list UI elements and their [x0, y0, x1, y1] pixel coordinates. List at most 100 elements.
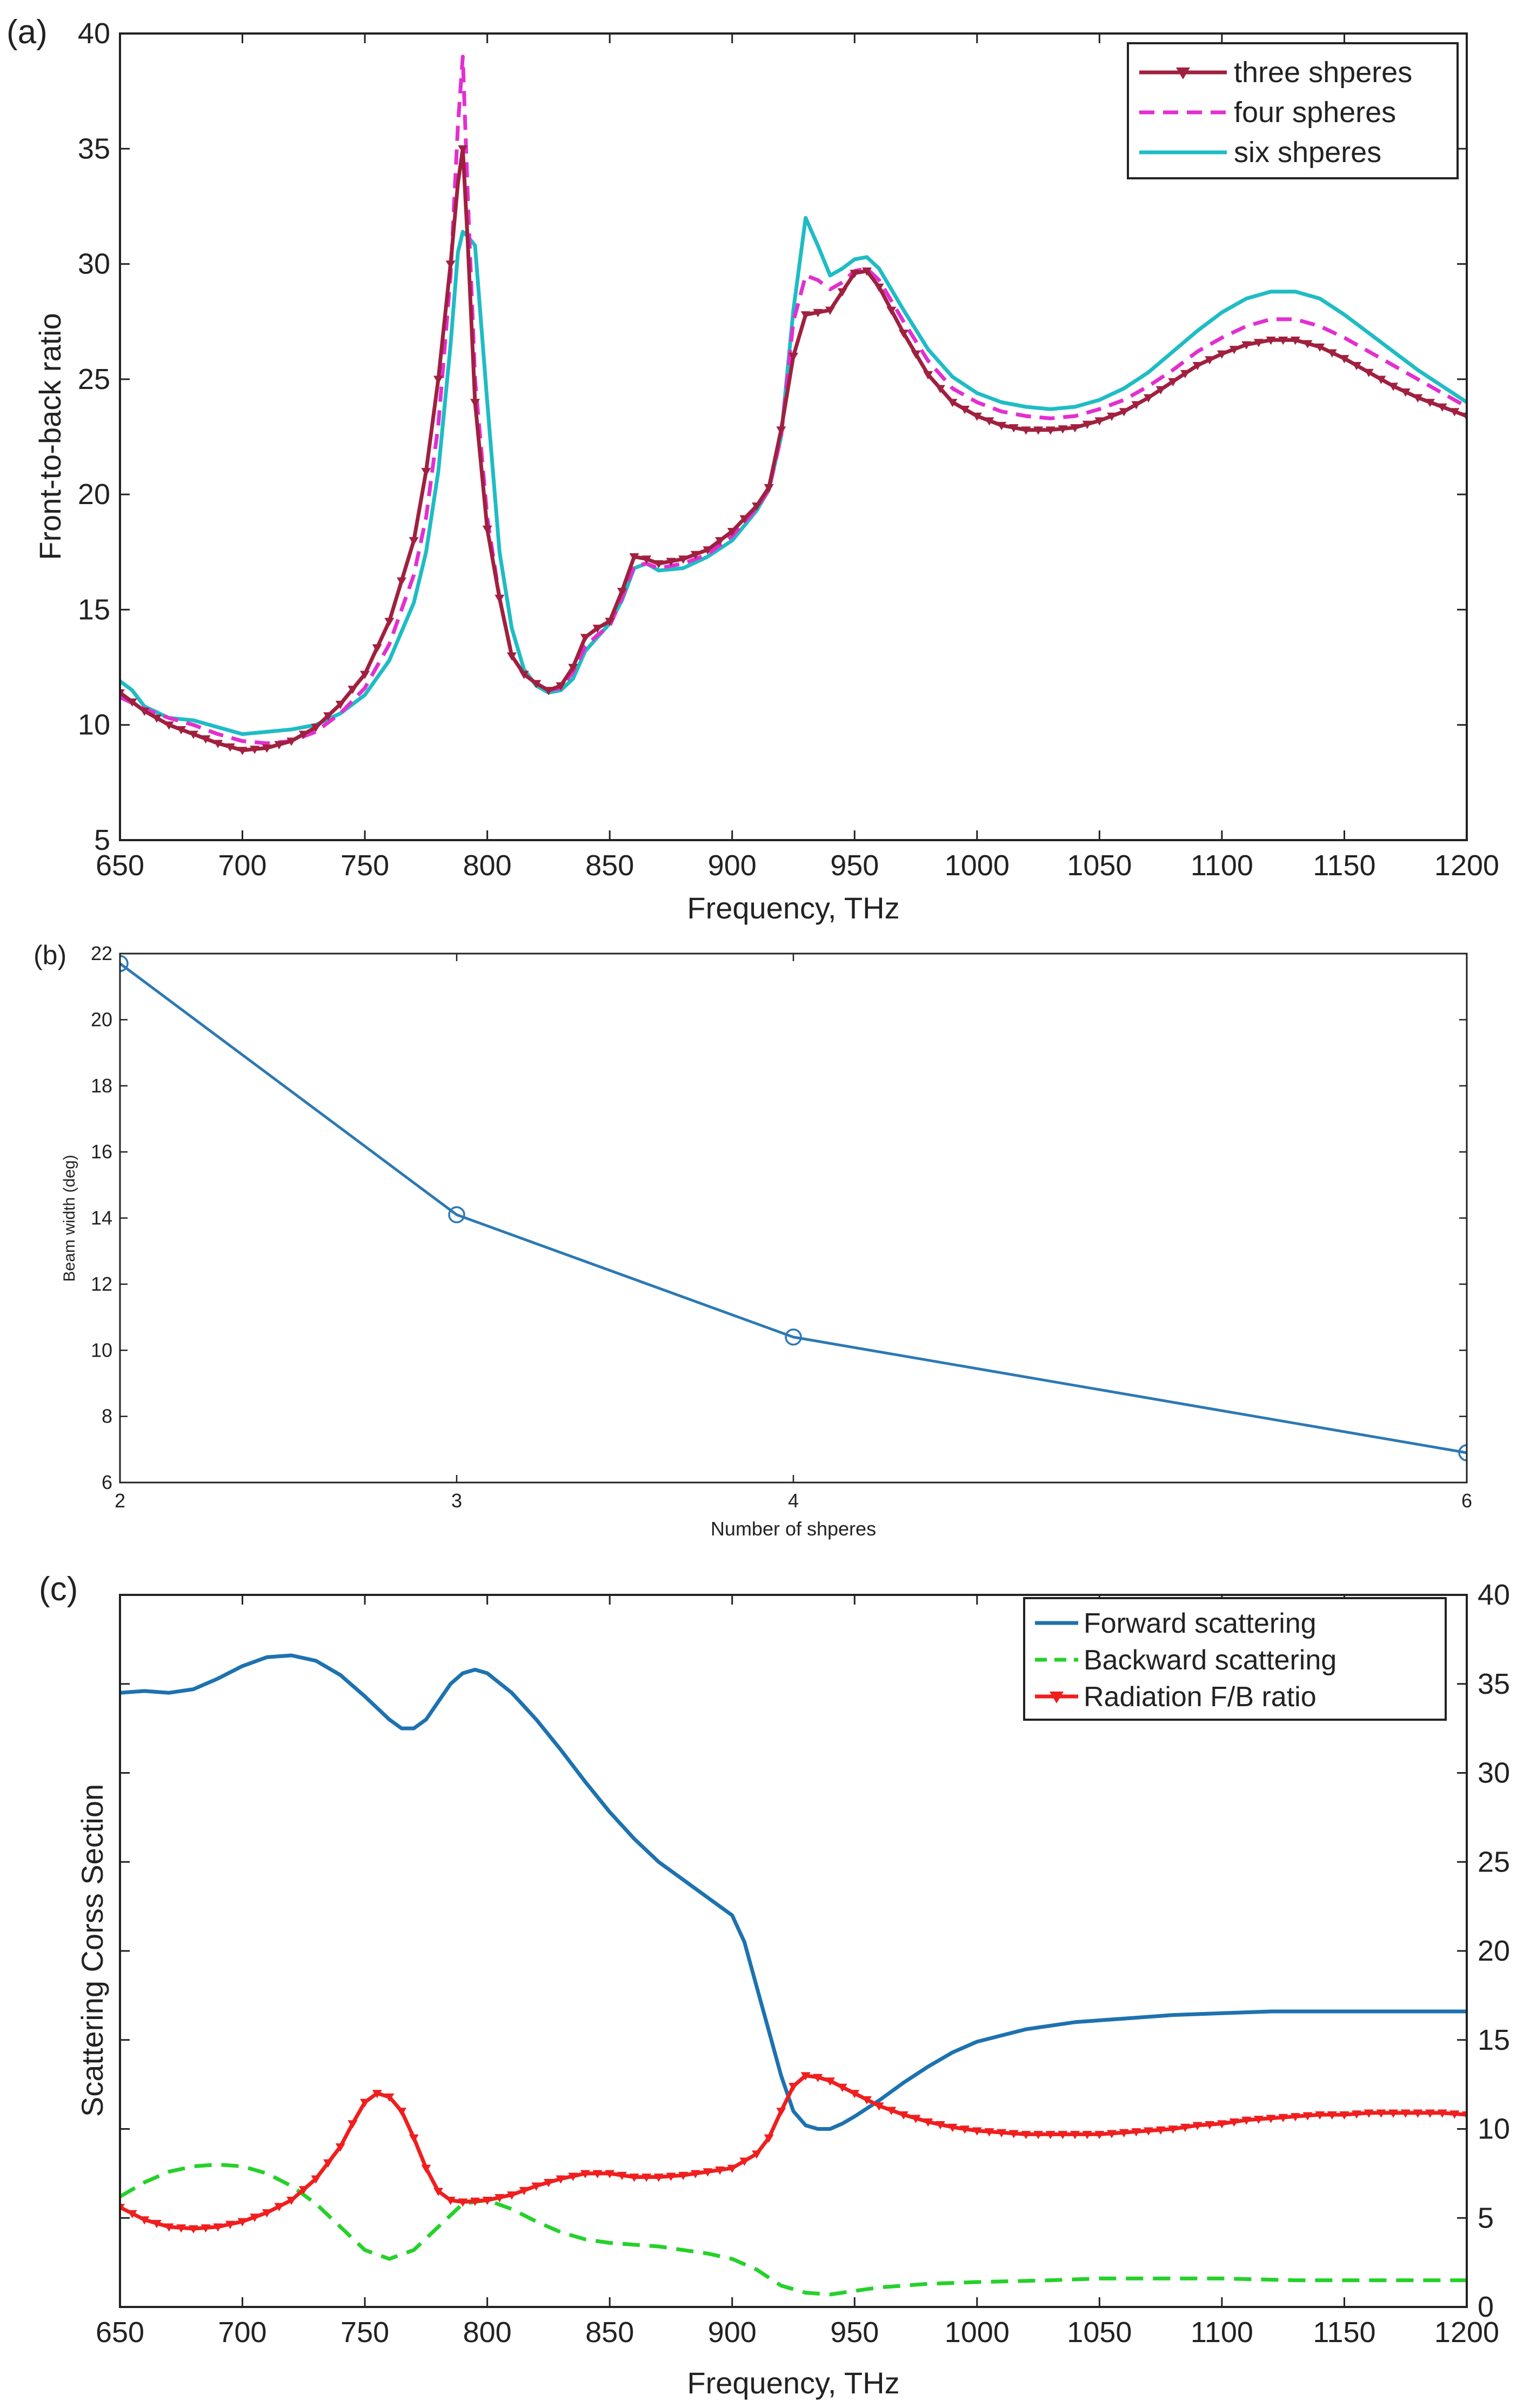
c-xtick-label-650: 650	[96, 2316, 144, 2349]
a-marker-three-shperes-1185	[1425, 399, 1435, 407]
c-marker-radiation-f-b-ratio-990	[947, 2123, 958, 2132]
c-marker-radiation-f-b-ratio-1060	[1119, 2129, 1129, 2138]
c-marker-radiation-f-b-ratio-855	[617, 2171, 627, 2181]
a-marker-three-shperes-810	[506, 652, 517, 661]
a-marker-three-shperes-880	[678, 555, 689, 564]
a-marker-three-shperes-855	[617, 588, 627, 596]
a-xtick-label-900: 900	[708, 849, 757, 882]
c-marker-radiation-f-b-ratio-960	[874, 2102, 884, 2111]
c-marker-radiation-f-b-ratio-795	[470, 2197, 480, 2206]
a-marker-three-shperes-945	[837, 288, 847, 297]
a-marker-three-shperes-1105	[1229, 346, 1239, 354]
c-marker-radiation-f-b-ratio-710	[262, 2209, 272, 2218]
c-xtick-label-950: 950	[830, 2316, 879, 2349]
c-ytick-label-5: 5	[1478, 2202, 1494, 2234]
c-marker-radiation-f-b-ratio-935	[813, 2074, 823, 2082]
c-marker-radiation-f-b-ratio-685	[201, 2224, 211, 2233]
b-ytick-label-16: 16	[91, 1141, 112, 1163]
a-marker-three-shperes-935	[813, 308, 823, 318]
c-marker-radiation-f-b-ratio-700	[237, 2218, 248, 2226]
c-legend-marker-radiation-f-b-ratio	[1050, 1691, 1064, 1703]
a-ytick-label-25: 25	[78, 363, 110, 395]
a-ytick-label-20: 20	[78, 478, 110, 511]
b-marker-3	[448, 1206, 465, 1224]
a-marker-three-shperes-695	[225, 743, 235, 752]
a-xtick-label-1050: 1050	[1067, 849, 1132, 882]
b-ytick-label-8: 8	[102, 1405, 112, 1427]
a-marker-three-shperes-800	[482, 525, 492, 534]
c-marker-radiation-f-b-ratio-665	[151, 2219, 162, 2229]
c-marker-radiation-f-b-ratio-750	[360, 2098, 370, 2108]
panel-c-legend-box	[1023, 1597, 1447, 1721]
b-ytick-label-10: 10	[91, 1339, 112, 1361]
c-marker-radiation-f-b-ratio-955	[861, 2096, 872, 2105]
a-marker-three-shperes-1015	[1008, 424, 1019, 433]
a-marker-three-shperes-965	[886, 306, 897, 315]
a-marker-three-shperes-1035	[1058, 425, 1068, 434]
a-marker-three-shperes-650	[120, 689, 125, 697]
b-xtick-label-4: 4	[788, 1490, 799, 1512]
a-marker-three-shperes-1145	[1327, 349, 1337, 358]
panel-b-tick-labels: 2 3 4 6 6 8 10 12 14 16 18 20 22	[91, 942, 1472, 1512]
c-marker-radiation-f-b-ratio-810	[506, 2191, 517, 2200]
a-marker-three-shperes-975	[911, 350, 921, 359]
a-marker-three-shperes-700	[237, 747, 248, 755]
a-marker-three-shperes-940	[825, 306, 835, 315]
c-marker-radiation-f-b-ratio-800	[482, 2197, 492, 2205]
legend-label-backward-scattering: Backward scattering	[1084, 1645, 1337, 1676]
panel-c-label: (c)	[39, 1571, 78, 1608]
panel-c-xlabel: Frequency, THz	[687, 2366, 899, 2400]
b-series-beam-width	[120, 962, 1467, 1454]
b-ytick-label-6: 6	[102, 1471, 112, 1493]
c-marker-radiation-f-b-ratio-870	[653, 2174, 664, 2182]
a-marker-three-shperes-815	[519, 670, 529, 679]
a-marker-three-shperes-660	[139, 707, 150, 716]
c-marker-radiation-f-b-ratio-1050	[1094, 2131, 1105, 2139]
a-xtick-label-1200: 1200	[1434, 849, 1499, 882]
a-ytick-label-5: 5	[94, 824, 110, 856]
a-marker-three-shperes-680	[188, 730, 198, 739]
a-marker-three-shperes-1025	[1033, 426, 1044, 435]
a-marker-three-shperes-720	[286, 737, 297, 746]
a-marker-three-shperes-920	[776, 426, 786, 435]
panel-a-legend-box	[1127, 42, 1459, 179]
a-marker-three-shperes-915	[764, 484, 774, 493]
c-marker-radiation-f-b-ratio-840	[580, 2170, 590, 2178]
a-marker-three-shperes-790	[458, 145, 468, 154]
a-marker-three-shperes-905	[739, 515, 750, 524]
c-ytick-label-30: 30	[1478, 1757, 1510, 1789]
c-marker-radiation-f-b-ratio-805	[495, 2194, 505, 2203]
a-marker-three-shperes-1175	[1400, 388, 1411, 397]
c-xtick-label-1150: 1150	[1313, 2316, 1375, 2349]
a-marker-three-shperes-1200	[1462, 412, 1467, 421]
c-marker-radiation-f-b-ratio-1110	[1241, 2116, 1252, 2125]
a-marker-three-shperes-1080	[1168, 378, 1178, 387]
c-ytick-label-25: 25	[1478, 1846, 1510, 1878]
c-marker-radiation-f-b-ratio-1030	[1045, 2131, 1055, 2139]
a-marker-three-shperes-795	[470, 399, 480, 407]
c-marker-radiation-f-b-ratio-1015	[1008, 2130, 1019, 2138]
c-marker-radiation-f-b-ratio-775	[421, 2164, 431, 2173]
c-marker-radiation-f-b-ratio-1175	[1400, 2109, 1411, 2118]
c-xtick-label-750: 750	[340, 2316, 389, 2349]
panel-a-legend-keys	[1139, 67, 1227, 155]
panel-a-ticks	[119, 32, 1468, 841]
a-marker-three-shperes-925	[789, 352, 798, 361]
c-ytick-label-20: 20	[1478, 1935, 1510, 1967]
a-marker-three-shperes-990	[947, 399, 958, 407]
c-marker-radiation-f-b-ratio-980	[923, 2118, 933, 2127]
a-marker-three-shperes-655	[127, 698, 137, 707]
legend-label-four-spheres: four spheres	[1234, 96, 1396, 129]
a-marker-three-shperes-1065	[1131, 401, 1141, 410]
legend-label-six-shperes: six shperes	[1234, 136, 1381, 169]
c-marker-radiation-f-b-ratio-735	[323, 2159, 333, 2168]
c-marker-radiation-f-b-ratio-760	[384, 2093, 395, 2102]
c-marker-radiation-f-b-ratio-970	[898, 2111, 908, 2120]
a-marker-three-shperes-750	[360, 670, 370, 679]
c-marker-radiation-f-b-ratio-1130	[1290, 2113, 1300, 2122]
a-marker-three-shperes-1050	[1094, 417, 1105, 426]
a-marker-three-shperes-1040	[1070, 424, 1080, 433]
a-xtick-label-1000: 1000	[945, 849, 1010, 882]
a-marker-three-shperes-1110	[1241, 341, 1252, 350]
a-marker-three-shperes-1095	[1205, 356, 1215, 365]
